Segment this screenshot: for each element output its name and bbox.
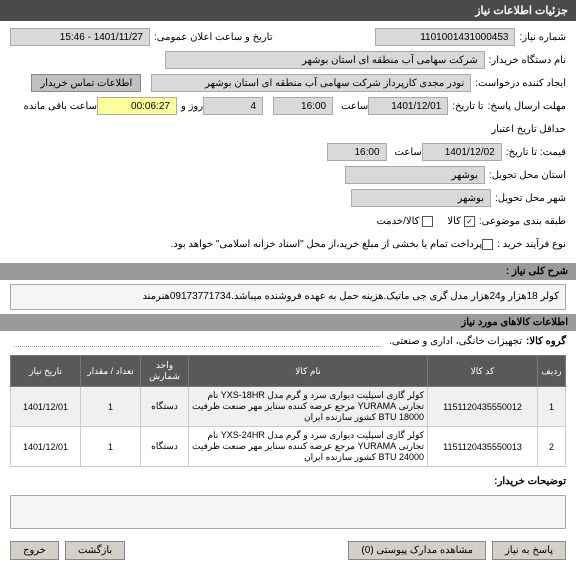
cell-name: کولر گازی اسپلیت دیواری سرد و گرم مدل YX… <box>189 427 428 467</box>
credit-date-field: 1401/12/02 <box>422 143 502 161</box>
deadline-label: مهلت ارسال پاسخ: <box>488 101 566 112</box>
classify-label: طبقه بندی موضوعی: <box>479 216 566 227</box>
until-label: تا تاریخ: <box>452 101 483 112</box>
section-goods-title: اطلاعات کالاهای مورد نیاز <box>461 317 568 328</box>
exit-button[interactable]: خروج <box>10 541 59 560</box>
col-date: تاریخ نیاز <box>11 356 81 387</box>
cell-idx: 2 <box>538 427 566 467</box>
table-row[interactable]: 1 1151120435550012 کولر گازی اسپلیت دیوا… <box>11 387 566 427</box>
goods-group-value: تجهیزات خانگی، اداری و صنعتی. <box>389 336 522 347</box>
buyer-org-label: نام دستگاه خریدار: <box>489 55 566 66</box>
back-button[interactable]: بازگشت <box>65 541 125 560</box>
credit-time-field: 16:00 <box>327 143 387 161</box>
general-desc-text: کولر 18هزار و24هزار مدل گری جی ماتیک.هزی… <box>142 291 559 302</box>
section-general-title: شرح کلی نیاز : <box>506 266 568 277</box>
table-header-row: ردیف کد کالا نام کالا واحد شمارش تعداد /… <box>11 356 566 387</box>
payment-checkbox[interactable] <box>482 239 493 250</box>
footer-area: پاسخ به نیاز مشاهده مدارک پیوستی (0) باز… <box>0 533 576 568</box>
at-label-2: ساعت <box>395 147 422 158</box>
city-field: بوشهر <box>351 189 491 207</box>
need-no-field: 1101001431000453 <box>375 28 515 46</box>
remain-label: ساعت باقی مانده <box>24 101 97 112</box>
creator-label: ایجاد کننده درخواست: <box>475 78 566 89</box>
reply-button[interactable]: پاسخ به نیاز <box>492 541 566 560</box>
announce-label: تاریخ و ساعت اعلان عمومی: <box>154 32 273 43</box>
goods-option[interactable]: ✓ کالا <box>447 216 475 227</box>
cell-code: 1151120435550012 <box>428 387 538 427</box>
col-qty: تعداد / مقدار <box>81 356 141 387</box>
deadline-time-field: 16:00 <box>273 97 333 115</box>
goods-table: ردیف کد کالا نام کالا واحد شمارش تعداد /… <box>10 355 566 467</box>
day-and-label: روز و <box>181 101 203 112</box>
general-desc-box: کولر 18هزار و24هزار مدل گری جی ماتیک.هزی… <box>10 284 566 310</box>
section-goods-bar: اطلاعات کالاهای مورد نیاز <box>0 314 576 331</box>
days-field: 4 <box>203 97 263 115</box>
buyer-notes-label: توضیحات خریدار: <box>494 476 566 487</box>
col-name: نام کالا <box>189 356 428 387</box>
panel-header: جزئیات اطلاعات نیاز <box>0 0 576 21</box>
view-docs-button[interactable]: مشاهده مدارک پیوستی (0) <box>348 541 486 560</box>
dotted-line <box>14 346 381 347</box>
classify-options: ✓ کالا کالا/خدمت <box>376 216 474 227</box>
timer-field: 00:06:27 <box>97 97 177 115</box>
deadline-date-field: 1401/12/01 <box>368 97 448 115</box>
col-code: کد کالا <box>428 356 538 387</box>
cell-unit: دستگاه <box>141 427 189 467</box>
form-area: شماره نیاز: 1101001431000453 تاریخ و ساع… <box>0 21 576 263</box>
cell-idx: 1 <box>538 387 566 427</box>
buyer-notes-box <box>10 495 566 529</box>
goods-group-label: گروه کالا: <box>526 336 566 347</box>
cell-code: 1151120435550013 <box>428 427 538 467</box>
panel-title: جزئیات اطلاعات نیاز <box>475 5 568 17</box>
contact-button[interactable]: اطلاعات تماس خریدار <box>31 74 141 92</box>
city-label: شهر محل تحویل: <box>495 193 566 204</box>
section-general-bar: شرح کلی نیاز : <box>0 263 576 280</box>
at-label-1: ساعت <box>341 101 368 112</box>
payment-note: پرداخت تمام یا بخشی از مبلغ خرید،از محل … <box>171 239 483 250</box>
col-idx: ردیف <box>538 356 566 387</box>
price-label: قیمت: تا تاریخ: <box>506 147 566 158</box>
goods-checkbox[interactable]: ✓ <box>464 216 475 227</box>
proc-type-label: نوع فرآیند خرید : <box>497 239 566 250</box>
creator-field: نودر مجدی کارپرداز شرکت سهامی آب منطقه ا… <box>151 74 471 92</box>
credit-label: حداقل تاریخ اعتبار <box>491 124 566 135</box>
buyer-org-field: شرکت سهامی آب منطقه ای استان بوشهر <box>165 51 485 69</box>
state-field: بوشهر <box>345 166 485 184</box>
service-option-label: کالا/خدمت <box>376 216 419 227</box>
cell-name: کولر گازی اسپلیت دیواری سرد و گرم مدل YX… <box>189 387 428 427</box>
service-option[interactable]: کالا/خدمت <box>376 216 433 227</box>
cell-qty: 1 <box>81 387 141 427</box>
state-label: استان محل تحویل: <box>489 170 566 181</box>
table-row[interactable]: 2 1151120435550013 کولر گازی اسپلیت دیوا… <box>11 427 566 467</box>
cell-date: 1401/12/01 <box>11 427 81 467</box>
announce-field: 1401/11/27 - 15:46 <box>10 28 150 46</box>
cell-date: 1401/12/01 <box>11 387 81 427</box>
goods-option-label: کالا <box>447 216 461 227</box>
need-no-label: شماره نیاز: <box>519 32 566 43</box>
service-checkbox[interactable] <box>422 216 433 227</box>
cell-qty: 1 <box>81 427 141 467</box>
cell-unit: دستگاه <box>141 387 189 427</box>
col-unit: واحد شمارش <box>141 356 189 387</box>
goods-table-wrap: ردیف کد کالا نام کالا واحد شمارش تعداد /… <box>10 355 566 467</box>
